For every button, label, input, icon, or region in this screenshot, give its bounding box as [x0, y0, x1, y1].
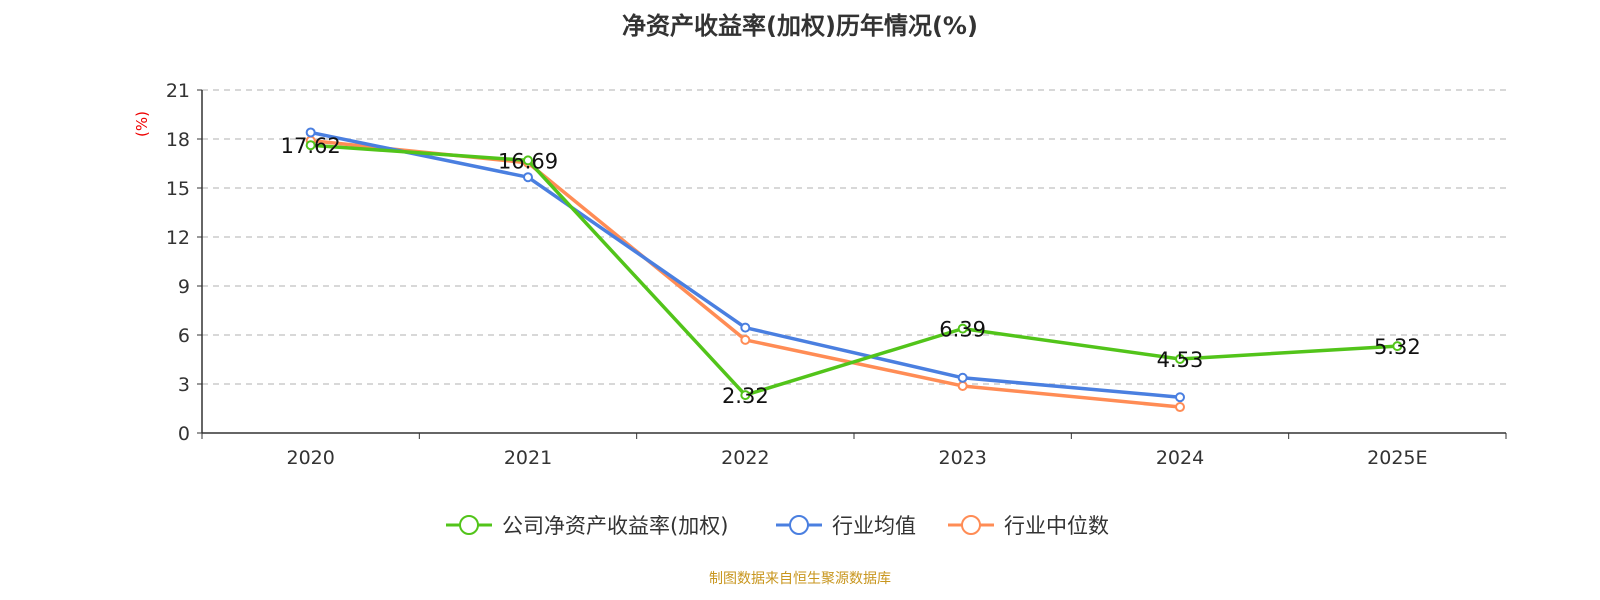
- data-label: 4.53: [1157, 348, 1204, 372]
- data-label: 5.32: [1374, 335, 1421, 359]
- legend-marker: [789, 515, 809, 535]
- data-label: 2.32: [722, 384, 769, 408]
- series-line: [310, 130, 1181, 399]
- data-point: [1175, 402, 1185, 413]
- data-point: [523, 172, 533, 183]
- legend-label: 行业均值: [832, 514, 916, 538]
- data-point: [957, 380, 968, 391]
- data-point: [740, 322, 751, 333]
- y-tick-label: 12: [166, 227, 190, 249]
- data-point: [740, 334, 751, 345]
- x-tick-label: 2021: [504, 447, 552, 469]
- x-tick-label: 2022: [721, 447, 769, 469]
- x-tick-label: 2023: [938, 447, 986, 469]
- data-point: [1175, 392, 1185, 403]
- y-tick-label: 0: [178, 423, 190, 445]
- legend-marker: [459, 515, 479, 535]
- legend-label: 公司净资产收益率(加权): [502, 514, 728, 538]
- y-tick-label: 15: [166, 178, 190, 200]
- series-line: [310, 138, 1181, 409]
- y-tick-label: 18: [166, 129, 190, 151]
- data-point: [957, 323, 968, 334]
- series-line: [310, 143, 1398, 397]
- y-tick-label: 21: [166, 80, 190, 102]
- data-label: 6.39: [939, 318, 986, 342]
- data-point: [523, 155, 533, 166]
- data-point: [1392, 341, 1403, 352]
- y-tick-label: 6: [178, 325, 190, 347]
- data-point: [305, 140, 316, 151]
- legend-marker: [961, 515, 981, 535]
- data-label: 17.62: [281, 134, 341, 158]
- source-note: 制图数据来自恒生聚源数据库: [709, 571, 891, 587]
- x-tick-label: 2020: [286, 447, 334, 469]
- y-tick-label: 9: [178, 276, 190, 298]
- data-point: [957, 372, 968, 383]
- data-label: 16.69: [498, 149, 558, 173]
- data-point: [1175, 354, 1185, 365]
- data-point: [740, 390, 751, 401]
- legend-label: 行业中位数: [1004, 514, 1109, 538]
- y-axis-label: (%): [133, 111, 151, 137]
- x-tick-label: 2025E: [1367, 447, 1427, 469]
- y-tick-label: 3: [178, 374, 190, 396]
- data-point: [305, 127, 316, 138]
- x-tick-label: 2024: [1156, 447, 1204, 469]
- chart-title: 净资产收益率(加权)历年情况(%): [622, 12, 978, 40]
